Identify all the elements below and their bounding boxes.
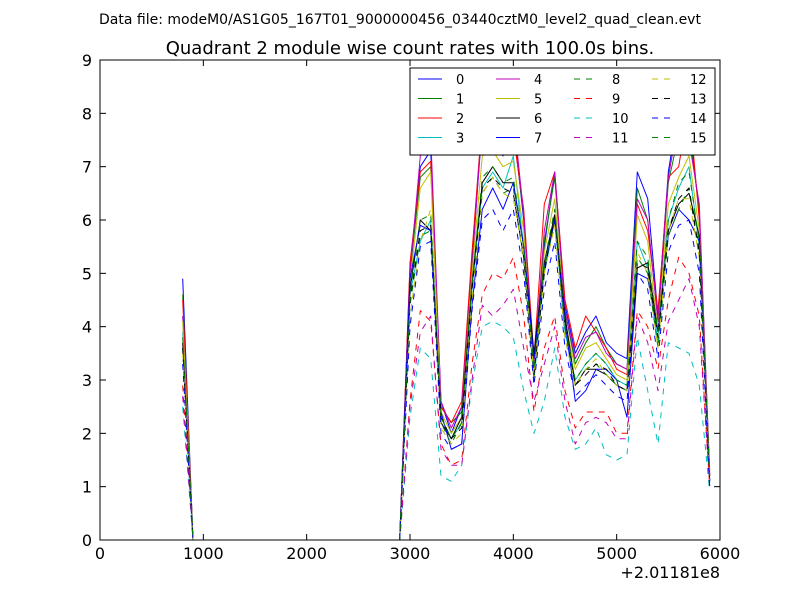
y-tick-label: 5 — [82, 264, 92, 283]
legend-label-12: 12 — [690, 73, 707, 88]
x-tick-label: 3000 — [390, 544, 431, 563]
legend-label-3: 3 — [456, 132, 464, 147]
chart-title: Quadrant 2 module wise count rates with … — [166, 38, 655, 59]
y-tick-label: 7 — [82, 158, 92, 177]
legend-label-10: 10 — [612, 112, 629, 127]
x-tick-label: 2000 — [286, 544, 327, 563]
legend-label-9: 9 — [612, 93, 620, 108]
legend-label-5: 5 — [534, 93, 542, 108]
x-tick-label: 6000 — [700, 544, 741, 563]
legend-frame — [409, 67, 716, 156]
y-tick-label: 8 — [82, 104, 92, 123]
y-tick-label: 2 — [82, 424, 92, 443]
x-offset-label: +2.01181e8 — [620, 563, 720, 582]
legend-label-14: 14 — [690, 112, 707, 127]
x-tick-label: 5000 — [596, 544, 637, 563]
y-tick-label: 4 — [82, 318, 92, 337]
x-tick-label: 4000 — [493, 544, 534, 563]
legend-label-15: 15 — [690, 132, 707, 147]
y-tick-label: 3 — [82, 371, 92, 390]
legend-label-8: 8 — [612, 73, 620, 88]
figure-suptitle: Data file: modeM0/AS1G05_167T01_90000004… — [99, 12, 701, 28]
legend-label-0: 0 — [456, 73, 464, 88]
legend-label-2: 2 — [456, 112, 464, 127]
legend-label-7: 7 — [534, 132, 542, 147]
y-tick-label: 0 — [82, 531, 92, 550]
x-tick-label: 0 — [95, 544, 105, 563]
y-tick-label: 6 — [82, 211, 92, 230]
legend-label-4: 4 — [534, 73, 542, 88]
legend-label-6: 6 — [534, 112, 542, 127]
y-tick-label: 1 — [82, 478, 92, 497]
x-tick-label: 1000 — [183, 544, 224, 563]
series-line-10 — [182, 320, 711, 541]
legend-label-1: 1 — [456, 93, 464, 108]
legend-label-11: 11 — [612, 132, 629, 147]
legend-label-13: 13 — [690, 93, 707, 108]
y-tick-label: 9 — [82, 51, 92, 70]
